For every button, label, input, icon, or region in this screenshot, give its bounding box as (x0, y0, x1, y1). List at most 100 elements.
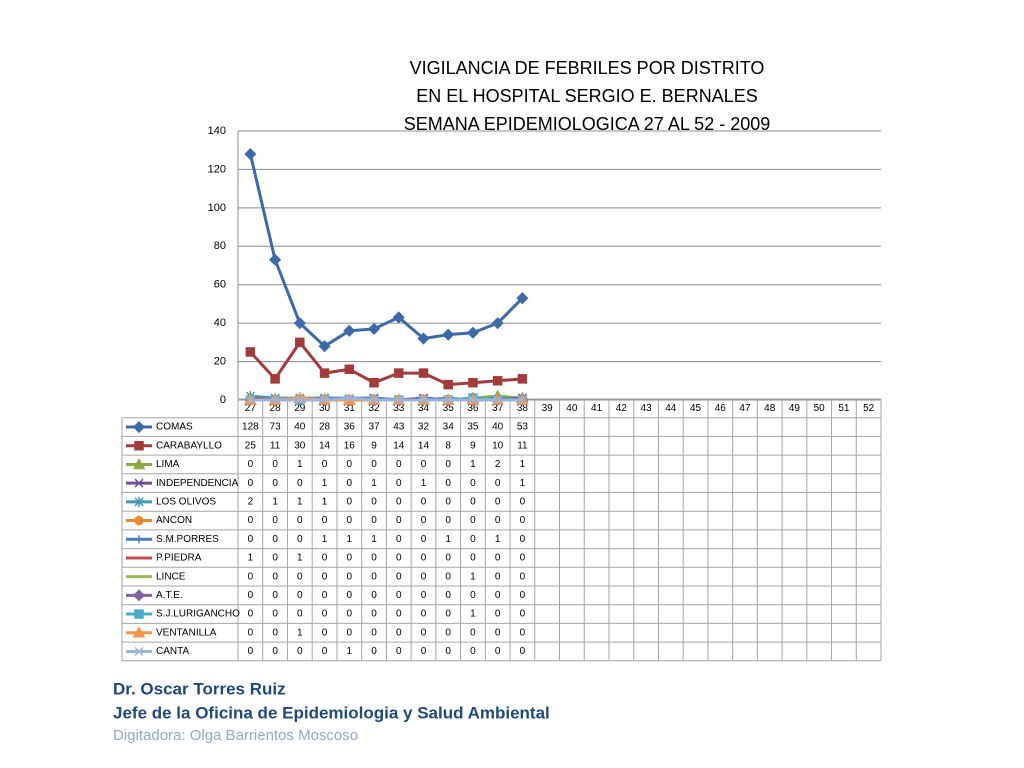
x-tick-label: 45 (690, 403, 702, 414)
table-value: 0 (470, 627, 476, 638)
table-value: 8 (445, 440, 451, 451)
table-value: 0 (470, 478, 476, 489)
legend-marker (132, 420, 146, 434)
table-value: 0 (520, 609, 526, 620)
table-value: 1 (495, 534, 501, 545)
chart-title: EN EL HOSPITAL SERGIO E. BERNALES (416, 86, 757, 106)
table-value: 0 (248, 646, 254, 657)
table-value: 0 (297, 590, 303, 601)
table-value: 0 (421, 571, 427, 582)
table-value: 1 (421, 478, 427, 489)
table-value: 0 (272, 515, 278, 526)
table-value: 0 (371, 515, 377, 526)
table-value: 0 (421, 459, 427, 470)
x-tick-label: 34 (418, 403, 430, 414)
data-point (245, 395, 255, 405)
table-value: 0 (371, 459, 377, 470)
table-value: 1 (272, 496, 278, 507)
table-value: 0 (421, 553, 427, 564)
data-point (245, 347, 256, 357)
table-value: 0 (421, 590, 427, 601)
table-value: 0 (495, 515, 501, 526)
author: Dr. Oscar Torres Ruiz (113, 679, 286, 698)
x-tick-label: 35 (443, 403, 455, 414)
table-value: 0 (297, 571, 303, 582)
table-value: 0 (495, 553, 501, 564)
table-value: 0 (248, 627, 254, 638)
y-tick-label: 40 (214, 317, 226, 329)
table-value: 1 (322, 534, 328, 545)
table-value: 0 (297, 609, 303, 620)
data-point (491, 317, 504, 330)
table-value: 1 (322, 478, 328, 489)
table-value: 0 (322, 515, 328, 526)
table-value: 1 (347, 534, 353, 545)
table-value: 0 (371, 646, 377, 657)
x-tick-label: 36 (467, 403, 479, 414)
table-value: 34 (443, 422, 455, 433)
x-tick-label: 49 (789, 403, 801, 414)
legend-label: A.T.E. (156, 590, 183, 601)
x-tick-label: 37 (492, 403, 504, 414)
table-value: 0 (347, 459, 353, 470)
x-tick-label: 51 (838, 403, 850, 414)
table-value: 0 (495, 646, 501, 657)
table-value: 0 (396, 571, 402, 582)
table-value: 0 (248, 590, 254, 601)
data-point (319, 368, 330, 378)
legend-label: LIMA (156, 459, 180, 470)
table-value: 0 (297, 515, 303, 526)
table-value: 0 (272, 571, 278, 582)
data-point (295, 395, 305, 405)
data-point (270, 395, 280, 405)
chart-title: VIGILANCIA DE FEBRILES POR DISTRITO (410, 58, 765, 78)
legend-label: INDEPENDENCIA (156, 478, 239, 489)
data-point (418, 368, 429, 378)
x-tick-label: 38 (517, 403, 529, 414)
data-point (270, 374, 280, 384)
table-value: 0 (272, 553, 278, 564)
table-value: 0 (347, 609, 353, 620)
table-value: 0 (248, 609, 254, 620)
table-value: 0 (371, 571, 377, 582)
table-value: 1 (470, 609, 476, 620)
data-point (244, 147, 257, 161)
table-value: 1 (248, 553, 254, 564)
table-value: 0 (520, 646, 526, 657)
table-value: 0 (520, 627, 526, 638)
table-value: 35 (467, 422, 479, 433)
x-tick-label: 41 (591, 403, 603, 414)
table-value: 0 (495, 478, 501, 489)
table-value: 1 (297, 459, 303, 470)
table-value: 0 (470, 553, 476, 564)
table-value: 10 (492, 440, 504, 451)
table-value: 32 (418, 422, 430, 433)
legend-marker (132, 589, 146, 602)
table-value: 0 (322, 627, 328, 638)
table-value: 0 (396, 590, 402, 601)
table-value: 0 (470, 646, 476, 657)
y-tick-label: 120 (208, 163, 226, 175)
data-point (369, 395, 379, 405)
chart-title: SEMANA EPIDEMIOLOGICA 27 AL 52 - 2009 (404, 114, 771, 134)
table-value: 36 (344, 422, 356, 433)
x-tick-label: 32 (368, 403, 380, 414)
table-value: 0 (347, 515, 353, 526)
data-point (468, 377, 478, 388)
table-value: 0 (347, 571, 353, 582)
table-value: 0 (445, 609, 451, 620)
table-value: 0 (272, 609, 278, 620)
table-value: 0 (371, 609, 377, 620)
table-value: 0 (322, 646, 328, 657)
data-point (442, 328, 455, 341)
table-value: 0 (272, 459, 278, 470)
table-value: 0 (520, 590, 526, 601)
table-value: 128 (242, 422, 259, 433)
table-value: 0 (396, 496, 402, 507)
table-value: 0 (248, 534, 254, 545)
table-value: 2 (495, 459, 501, 470)
table-value: 0 (520, 553, 526, 564)
table-value: 0 (322, 590, 328, 601)
table-value: 0 (297, 646, 303, 657)
